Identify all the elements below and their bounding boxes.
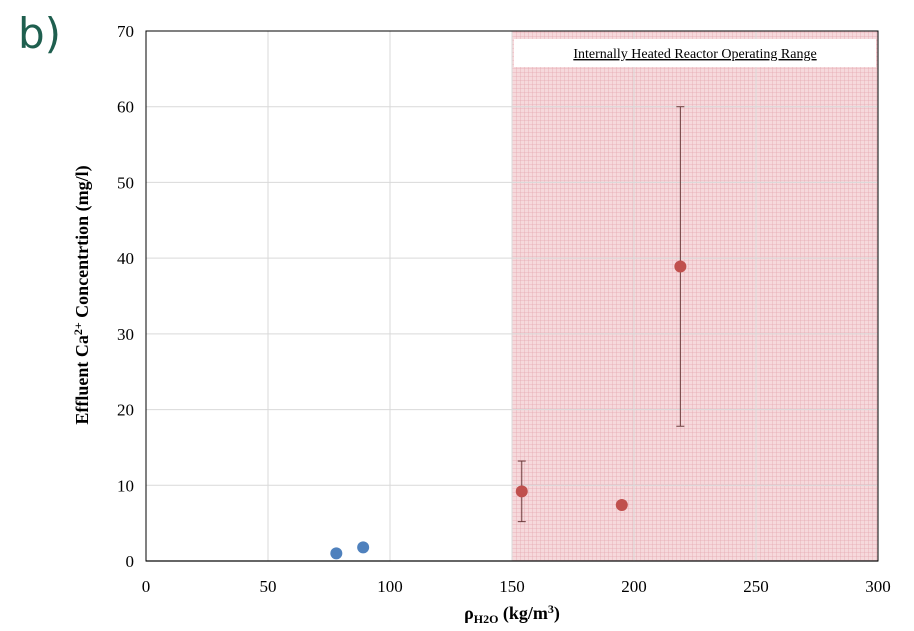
panel-label: b) — [18, 9, 61, 58]
x-tick-label: 50 — [260, 577, 277, 596]
grid-lines — [145, 30, 879, 562]
x-tick-label: 250 — [743, 577, 769, 596]
operating-range-label: Internally Heated Reactor Operating Rang… — [573, 47, 816, 62]
x-axis-ticks: 0 50 100 150 200 250 300 — [142, 577, 891, 596]
y-tick-label: 0 — [126, 552, 135, 571]
x-tick-label: 100 — [377, 577, 403, 596]
y-tick-label: 30 — [117, 325, 134, 344]
x-tick-label: 300 — [865, 577, 891, 596]
y-tick-label: 20 — [117, 401, 134, 420]
data-point — [330, 547, 343, 560]
y-tick-label: 50 — [117, 173, 134, 192]
data-points — [330, 260, 687, 560]
x-tick-label: 0 — [142, 577, 151, 596]
y-tick-label: 40 — [117, 249, 134, 268]
plot-area-frame — [145, 30, 879, 562]
y-tick-label: 10 — [117, 476, 134, 495]
data-point — [515, 485, 528, 498]
operating-range-shading — [512, 31, 878, 561]
data-point — [674, 260, 687, 273]
operating-range-label-box: Internally Heated Reactor Operating Rang… — [514, 39, 876, 67]
data-point — [615, 498, 628, 511]
data-point — [357, 541, 370, 554]
y-axis-title: Effluent Ca2+ Concentrtion (mg/l) — [71, 165, 93, 424]
x-tick-label: 150 — [499, 577, 525, 596]
y-tick-label: 60 — [117, 98, 134, 117]
y-axis-ticks: 0 10 20 30 40 50 60 70 — [117, 22, 134, 571]
x-tick-label: 200 — [621, 577, 647, 596]
operating-range-region — [512, 31, 878, 561]
y-tick-label: 70 — [117, 22, 134, 41]
x-axis-title: ρH2O (kg/m3) — [464, 602, 560, 626]
